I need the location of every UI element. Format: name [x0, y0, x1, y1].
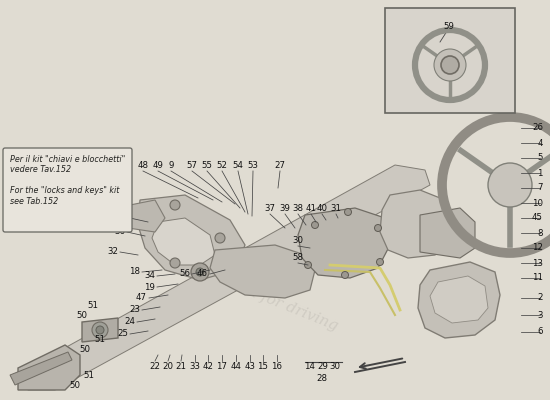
Polygon shape: [152, 218, 215, 265]
Polygon shape: [128, 200, 165, 232]
Text: 27: 27: [274, 161, 285, 170]
Text: 17: 17: [217, 362, 228, 371]
Text: 16: 16: [272, 362, 283, 371]
Polygon shape: [430, 276, 488, 323]
Text: 50: 50: [76, 310, 87, 320]
Text: 24: 24: [124, 318, 135, 326]
Polygon shape: [298, 208, 390, 278]
Text: 9: 9: [168, 161, 174, 170]
Polygon shape: [380, 190, 450, 258]
Text: 13: 13: [532, 258, 543, 268]
Text: 6: 6: [537, 328, 543, 336]
Circle shape: [92, 322, 108, 338]
Polygon shape: [18, 345, 80, 390]
Text: 51: 51: [94, 336, 105, 344]
Text: 58: 58: [293, 253, 304, 262]
Circle shape: [488, 163, 532, 207]
Text: 38: 38: [293, 204, 304, 213]
Text: 44: 44: [230, 362, 241, 371]
Text: 49: 49: [152, 161, 163, 170]
Text: 4: 4: [537, 138, 543, 148]
Text: 56: 56: [179, 270, 190, 278]
Polygon shape: [25, 165, 430, 390]
Text: 33: 33: [190, 362, 201, 371]
Text: 12: 12: [532, 244, 543, 252]
Circle shape: [191, 263, 209, 281]
Text: 20: 20: [162, 362, 173, 371]
Text: 43: 43: [245, 362, 256, 371]
Text: 30: 30: [329, 362, 340, 371]
Text: 23: 23: [129, 306, 140, 314]
Text: passion for driving: passion for driving: [200, 266, 340, 334]
Text: Per il kit "chiavi e blocchetti"
vedere Tav.152

For the "locks and keys" kit
se: Per il kit "chiavi e blocchetti" vedere …: [10, 155, 125, 206]
Text: 32: 32: [107, 248, 118, 256]
Text: 19: 19: [144, 282, 155, 292]
Text: 37: 37: [265, 204, 276, 213]
Text: 11: 11: [532, 274, 543, 282]
Polygon shape: [418, 262, 500, 338]
Text: 47: 47: [136, 294, 147, 302]
Circle shape: [441, 56, 459, 74]
Circle shape: [344, 208, 351, 216]
Polygon shape: [420, 208, 475, 258]
Text: 46: 46: [197, 270, 208, 278]
Text: 41: 41: [305, 204, 316, 213]
Text: 1: 1: [537, 168, 543, 178]
Text: 5: 5: [537, 154, 543, 162]
Circle shape: [495, 170, 525, 200]
Text: 30: 30: [293, 236, 304, 245]
Circle shape: [375, 224, 382, 232]
Polygon shape: [210, 245, 315, 298]
Text: 59: 59: [443, 22, 454, 31]
Text: 2: 2: [537, 294, 543, 302]
Text: 51: 51: [87, 300, 98, 310]
Text: 14: 14: [305, 362, 316, 371]
Polygon shape: [138, 195, 245, 280]
Text: 45: 45: [532, 214, 543, 222]
Text: 22: 22: [150, 362, 161, 371]
Text: 34: 34: [144, 272, 155, 280]
Text: 54: 54: [233, 161, 244, 170]
Circle shape: [305, 262, 311, 268]
Text: 3: 3: [537, 310, 543, 320]
Text: 35: 35: [117, 214, 128, 222]
Text: 7: 7: [537, 184, 543, 192]
Text: 26: 26: [532, 124, 543, 132]
Text: 42: 42: [202, 362, 213, 371]
Text: 10: 10: [532, 198, 543, 208]
Circle shape: [96, 326, 104, 334]
Text: 53: 53: [248, 161, 258, 170]
Text: 39: 39: [279, 204, 290, 213]
Text: 36: 36: [114, 228, 125, 236]
Circle shape: [434, 49, 466, 81]
Text: 25: 25: [117, 330, 128, 338]
Text: 57: 57: [186, 161, 197, 170]
Text: 28: 28: [316, 374, 327, 383]
Text: 50: 50: [79, 346, 90, 354]
Circle shape: [377, 258, 383, 266]
FancyBboxPatch shape: [3, 148, 132, 232]
Text: 18: 18: [129, 268, 140, 276]
Text: 51: 51: [83, 370, 94, 380]
Text: 50: 50: [69, 380, 80, 390]
Text: 29: 29: [317, 362, 328, 371]
Circle shape: [170, 258, 180, 268]
Text: 40: 40: [316, 204, 327, 213]
FancyBboxPatch shape: [385, 8, 515, 113]
Text: 48: 48: [138, 161, 148, 170]
Text: 52: 52: [217, 161, 228, 170]
Text: 8: 8: [537, 228, 543, 238]
Circle shape: [342, 272, 349, 278]
Circle shape: [196, 268, 204, 276]
Circle shape: [311, 222, 318, 228]
Polygon shape: [82, 318, 118, 342]
Polygon shape: [10, 352, 72, 385]
Text: 55: 55: [201, 161, 212, 170]
Text: 15: 15: [257, 362, 268, 371]
Circle shape: [170, 200, 180, 210]
Text: 31: 31: [331, 204, 342, 213]
Circle shape: [215, 233, 225, 243]
Text: 21: 21: [175, 362, 186, 371]
